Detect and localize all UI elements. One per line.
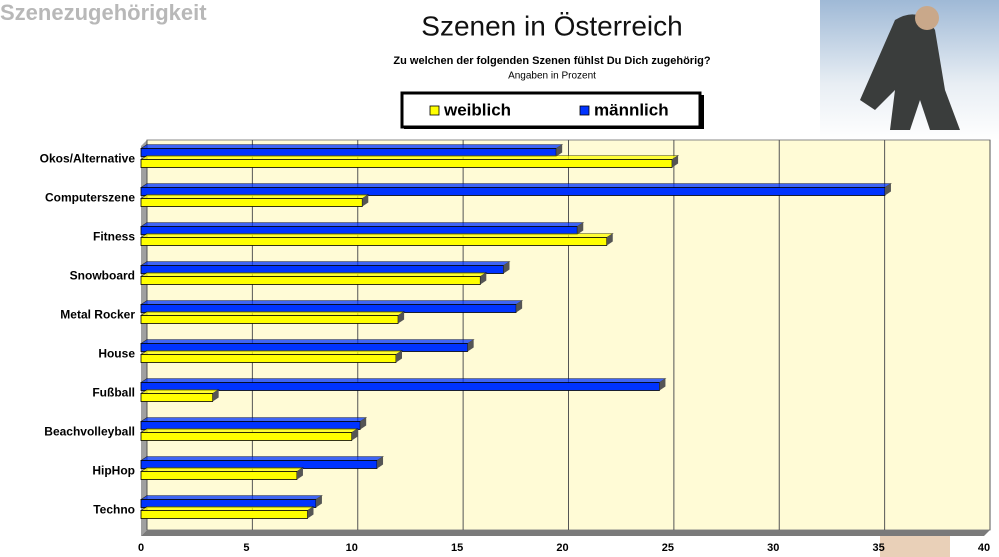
chart: Szenezugehörigkeit Szenen in Österreich … bbox=[0, 0, 999, 557]
bar-top bbox=[141, 223, 583, 227]
bar bbox=[141, 199, 362, 207]
bar-top bbox=[141, 184, 891, 188]
bar-top bbox=[141, 340, 474, 344]
bar-top bbox=[141, 262, 509, 266]
bar bbox=[141, 355, 396, 363]
bar-top bbox=[141, 390, 219, 394]
section-label: Szenezugehörigkeit bbox=[0, 0, 207, 25]
x-tick-label: 30 bbox=[767, 542, 779, 554]
x-tick-label: 25 bbox=[662, 542, 674, 554]
y-tick-label: Fußball bbox=[92, 386, 135, 400]
legend-swatch bbox=[430, 106, 439, 115]
bar-top bbox=[141, 156, 678, 160]
bar-top bbox=[141, 507, 313, 511]
note: Angaben in Prozent bbox=[508, 71, 596, 82]
legend-label: männlich bbox=[594, 100, 669, 119]
y-tick-label: Snowboard bbox=[70, 269, 135, 283]
chart-title: Szenen in Österreich bbox=[421, 10, 682, 41]
bar bbox=[141, 433, 352, 441]
y-tick-label: Techno bbox=[93, 503, 135, 517]
y-tick-label: Metal Rocker bbox=[60, 308, 135, 322]
bar bbox=[141, 238, 607, 246]
bar bbox=[141, 472, 297, 480]
bar-top bbox=[141, 429, 358, 433]
x-tick-label: 15 bbox=[451, 542, 463, 554]
bar bbox=[141, 316, 398, 324]
bar-top bbox=[141, 145, 562, 149]
x-tick-label: 20 bbox=[556, 542, 568, 554]
floor bbox=[141, 530, 990, 536]
bar-top bbox=[141, 379, 665, 383]
x-tick-label: 5 bbox=[243, 542, 249, 554]
x-tick-label: 10 bbox=[346, 542, 358, 554]
y-tick-label: Fitness bbox=[93, 230, 135, 244]
bar-top bbox=[141, 195, 368, 199]
legend: weiblich männlich bbox=[402, 93, 704, 129]
bar-top bbox=[141, 301, 522, 305]
bar-top bbox=[141, 468, 303, 472]
y-tick-label: HipHop bbox=[92, 464, 135, 478]
bar-top bbox=[141, 496, 322, 500]
bar-top bbox=[141, 312, 404, 316]
y-tick-label: House bbox=[98, 347, 135, 361]
bar-top bbox=[141, 457, 383, 461]
y-tick-label: Beachvolleyball bbox=[44, 425, 135, 439]
bar-top bbox=[141, 273, 486, 277]
x-tick-label: 40 bbox=[978, 542, 990, 554]
legend-swatch bbox=[580, 106, 589, 115]
bar bbox=[141, 160, 672, 168]
subtitle: Zu welchen der folgenden Szenen fühlst D… bbox=[393, 55, 710, 67]
bar bbox=[141, 511, 307, 519]
bar bbox=[141, 277, 480, 285]
bar-top bbox=[141, 234, 613, 238]
bar bbox=[141, 394, 213, 402]
bar-top bbox=[141, 418, 366, 422]
x-tick-label: 0 bbox=[138, 542, 144, 554]
bar-top bbox=[141, 351, 402, 355]
y-tick-label: Okos/Alternative bbox=[40, 152, 136, 166]
y-tick-label: Computerszene bbox=[45, 191, 135, 205]
x-tick-label: 35 bbox=[873, 542, 885, 554]
legend-label: weiblich bbox=[443, 100, 511, 119]
